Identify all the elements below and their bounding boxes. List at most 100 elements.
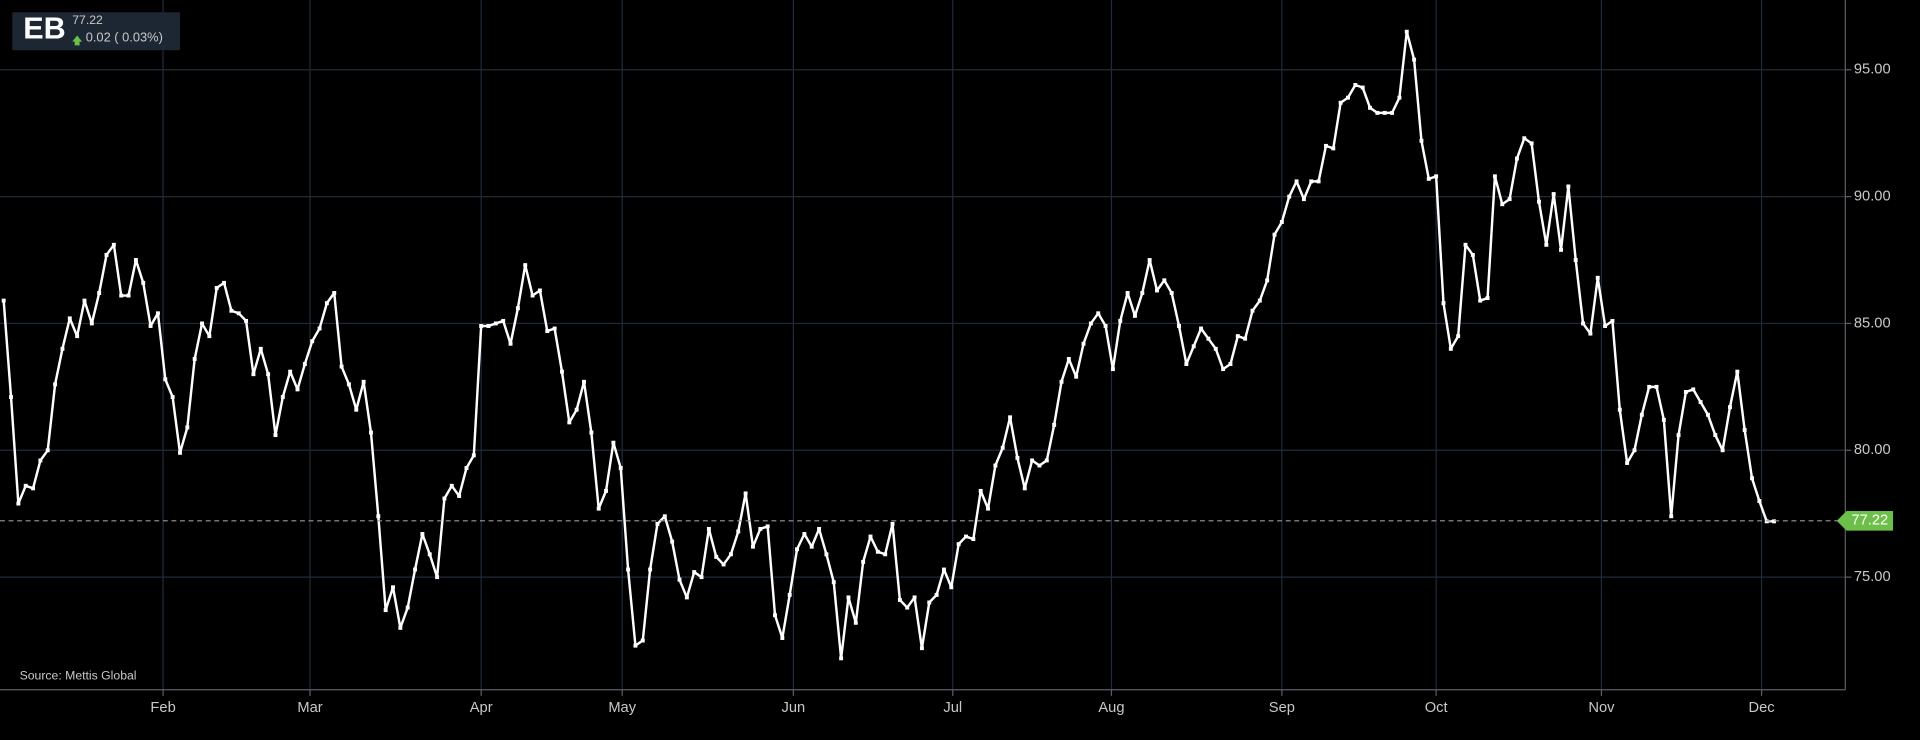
point [133, 258, 138, 262]
point [817, 526, 822, 531]
point [1199, 326, 1204, 331]
point [185, 425, 190, 430]
point [155, 311, 160, 316]
point [1456, 334, 1461, 339]
point [1463, 242, 1468, 247]
point [1147, 258, 1152, 262]
point [1096, 311, 1101, 316]
point [449, 483, 454, 488]
point [207, 334, 212, 339]
change: 0.02 ( 0.03%) [86, 29, 163, 44]
point [1243, 336, 1248, 341]
point [398, 625, 403, 630]
point [714, 554, 719, 559]
point [1603, 324, 1608, 328]
point [1250, 308, 1255, 313]
point [1316, 179, 1321, 184]
point [60, 346, 65, 351]
point [1103, 324, 1108, 328]
point [442, 496, 447, 501]
point [273, 433, 278, 438]
point [435, 575, 440, 580]
point [420, 532, 425, 536]
point [1426, 176, 1431, 181]
point [1588, 331, 1593, 336]
point [1140, 291, 1145, 295]
point [537, 288, 542, 293]
point [361, 379, 366, 384]
point [1346, 95, 1350, 100]
point [1118, 318, 1123, 323]
point [89, 321, 94, 326]
point [332, 291, 337, 295]
point [405, 605, 410, 610]
point [875, 549, 880, 554]
point [1617, 407, 1622, 412]
point [1015, 455, 1020, 460]
point [1676, 433, 1681, 438]
point [229, 308, 234, 313]
point [1544, 242, 1549, 247]
point [339, 364, 344, 369]
point [1323, 143, 1328, 148]
y-tick-label: 75.00 [1854, 569, 1891, 585]
point [16, 501, 21, 506]
point [104, 252, 109, 257]
point [288, 369, 293, 374]
point [662, 514, 667, 519]
point [545, 329, 550, 334]
point [1008, 415, 1013, 420]
price-line [2, 30, 1775, 660]
point [258, 346, 263, 351]
y-tick-label: 95.00 [1854, 62, 1891, 78]
point [391, 585, 395, 590]
point [552, 326, 557, 331]
point [927, 600, 932, 605]
point [1691, 387, 1696, 392]
point [1125, 291, 1130, 295]
point [222, 280, 227, 285]
point [699, 575, 704, 580]
point [1551, 192, 1556, 197]
point [1412, 57, 1417, 62]
point [75, 334, 80, 339]
point [596, 506, 601, 511]
point [1022, 486, 1027, 491]
point [941, 567, 946, 572]
point [1529, 141, 1534, 146]
x-tick-label: Jul [943, 700, 962, 716]
point [369, 430, 373, 435]
point [1522, 136, 1527, 141]
x-tick-label: May [608, 700, 636, 716]
point [1485, 296, 1490, 301]
point [1030, 458, 1035, 463]
point [780, 636, 785, 640]
point [413, 567, 418, 572]
point [1257, 298, 1262, 303]
point [1037, 463, 1042, 468]
point [574, 407, 579, 412]
point [1500, 202, 1505, 207]
point [802, 532, 807, 536]
point [111, 242, 116, 247]
point [1228, 362, 1233, 366]
point [9, 395, 13, 399]
point [949, 585, 954, 590]
point [560, 369, 564, 374]
point [1566, 184, 1571, 189]
point [1206, 336, 1211, 341]
point [839, 656, 844, 661]
point [1713, 433, 1718, 438]
point [1625, 461, 1630, 465]
point [479, 324, 484, 328]
x-tick-label: Jun [782, 700, 806, 716]
point [692, 570, 697, 575]
point [773, 613, 777, 618]
point [897, 598, 902, 602]
point [1000, 445, 1005, 450]
point [1044, 458, 1049, 463]
point [23, 483, 28, 488]
point [508, 341, 513, 346]
point [721, 562, 726, 567]
point [626, 567, 631, 572]
